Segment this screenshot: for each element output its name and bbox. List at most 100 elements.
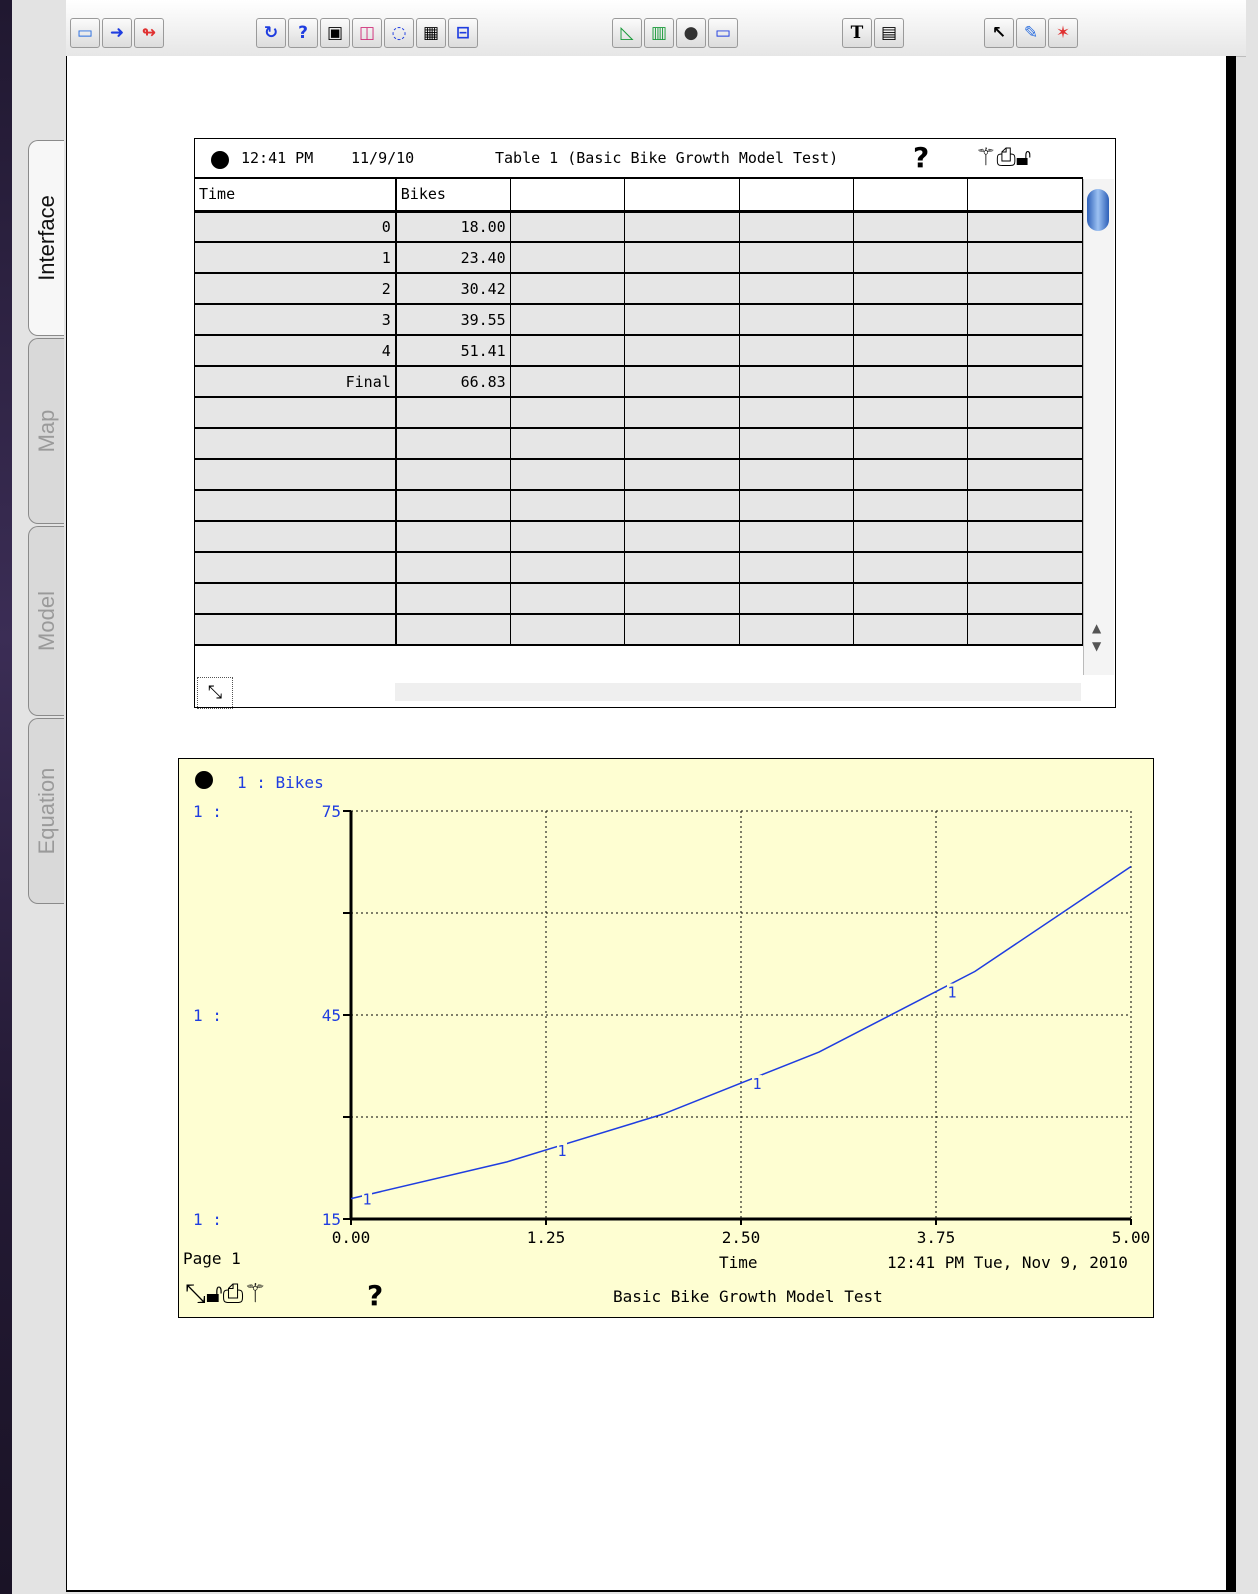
cell-bikes: 30.42 — [395, 273, 511, 305]
table-row[interactable] — [195, 490, 1083, 522]
graph-pad-icon[interactable]: ◫ — [352, 18, 382, 48]
cell-empty — [967, 335, 1083, 367]
printer-icon[interactable]: ⎙ — [996, 143, 1016, 171]
decision-arrow-icon[interactable]: ↬ — [134, 18, 164, 48]
flow-arrow-icon[interactable]: ➜ — [102, 18, 132, 48]
graph-magic-wand-icon[interactable]: ⚚ — [243, 1279, 267, 1309]
cell-bikes — [395, 614, 511, 646]
cell-empty — [510, 521, 626, 553]
graph-window[interactable]: 0.00 1.25 2.50 3.75 5.00 75 1 : 45 1 : 15 1 : 1 1 1 1 … — [178, 758, 1154, 1318]
horizontal-scrollbar[interactable] — [395, 683, 1081, 701]
graph-timestamp: 12:41 PM Tue, Nov 9, 2010 — [887, 1253, 1128, 1272]
table-row[interactable] — [195, 583, 1083, 615]
cell-empty — [967, 366, 1083, 398]
pointer-icon[interactable]: ↖ — [984, 18, 1014, 48]
cell-empty — [853, 242, 969, 274]
column-header-time: Time — [195, 179, 397, 213]
graph-resize-icon[interactable]: ⤡ — [185, 1279, 206, 1309]
globe-icon[interactable] — [211, 151, 229, 169]
help-icon[interactable]: ? — [288, 18, 318, 48]
table-row[interactable] — [195, 521, 1083, 553]
numeric-display-icon[interactable]: ▥ — [644, 18, 674, 48]
table-row[interactable]: 0 18.00 — [195, 211, 1083, 243]
dynamite-icon[interactable]: ✶ — [1048, 18, 1078, 48]
cell-empty — [967, 304, 1083, 336]
table-header-bar: 12:41 PM 11/9/10 Table 1 (Basic Bike Gro… — [195, 139, 1083, 179]
table-row[interactable]: 3 39.55 — [195, 304, 1083, 336]
table-row[interactable] — [195, 459, 1083, 491]
cell-empty — [739, 614, 855, 646]
unlock-icon[interactable]: 🔓︎ — [1015, 143, 1032, 171]
cell-empty — [739, 428, 855, 460]
cell-empty — [967, 242, 1083, 274]
button-icon[interactable]: ▭ — [708, 18, 738, 48]
text-icon[interactable]: T — [842, 18, 872, 48]
cell-empty — [967, 273, 1083, 305]
cell-empty — [853, 428, 969, 460]
table-row[interactable]: Final 66.83 — [195, 366, 1083, 398]
tab-model-label: Model — [33, 591, 59, 651]
scroll-thumb[interactable] — [1087, 189, 1109, 231]
resize-icon[interactable]: ⤡ — [197, 677, 233, 709]
series-marker-bg — [557, 1141, 567, 1158]
line-graph-icon[interactable]: ◺ — [612, 18, 642, 48]
sector-icon[interactable]: ● — [676, 18, 706, 48]
cell-time — [195, 614, 397, 646]
column-header-empty — [967, 179, 1083, 213]
cell-time — [195, 521, 397, 553]
cell-empty — [739, 521, 855, 553]
picture-icon[interactable]: ▤ — [874, 18, 904, 48]
graph-printer-icon[interactable]: ⎙ — [222, 1279, 244, 1309]
y-axis-series-label: 1 : — [193, 1006, 222, 1025]
cell-empty — [853, 211, 969, 243]
loop-icon[interactable]: ↻ — [256, 18, 286, 48]
cell-empty — [739, 366, 855, 398]
cell-empty — [967, 211, 1083, 243]
tab-model[interactable]: Model — [28, 526, 64, 716]
series-marker-bg — [752, 1075, 762, 1092]
knob-icon[interactable]: ◌ — [384, 18, 414, 48]
y-axis-series-label: 1 : — [193, 1210, 222, 1229]
tab-map[interactable]: Map — [28, 338, 64, 524]
cell-empty — [624, 428, 740, 460]
graph-help-icon[interactable]: ? — [367, 1279, 384, 1312]
cell-empty — [510, 397, 626, 429]
table-row[interactable] — [195, 614, 1083, 646]
tab-interface[interactable]: Interface — [28, 140, 64, 336]
slider-icon[interactable]: ⊟ — [448, 18, 478, 48]
cell-empty — [624, 397, 740, 429]
table-window[interactable]: 12:41 PM 11/9/10 Table 1 (Basic Bike Gro… — [194, 138, 1116, 709]
scroll-arrows[interactable]: ▲ ▼ — [1092, 621, 1102, 653]
table-header-row: Time Bikes — [195, 179, 1083, 213]
series-marker-bg — [947, 983, 957, 1000]
table-scrollbar[interactable]: ▲ ▼ — [1083, 179, 1114, 675]
table-row[interactable] — [195, 552, 1083, 584]
tab-equation[interactable]: Equation — [28, 718, 64, 904]
table-row[interactable]: 4 51.41 — [195, 335, 1083, 367]
paintbrush-icon[interactable]: ✎ — [1016, 18, 1046, 48]
graph-globe-icon[interactable] — [195, 771, 213, 789]
toolbar-group-tools: ↖ ✎ ✶ — [984, 18, 1078, 50]
cell-empty — [510, 366, 626, 398]
table-help-icon[interactable]: ? — [913, 141, 930, 174]
table-row[interactable]: 2 30.42 — [195, 273, 1083, 305]
cell-empty — [967, 459, 1083, 491]
y-tick-label: 15 — [322, 1210, 341, 1229]
magic-wand-icon[interactable]: ⚚ — [975, 143, 997, 171]
table-icon[interactable]: ▦ — [416, 18, 446, 48]
table-row[interactable]: 1 23.40 — [195, 242, 1083, 274]
data-table: Time Bikes 0 18.00 1 23.40 2 30.42 3 39.55 4 51.41 F… — [195, 179, 1083, 646]
switch-icon[interactable]: ▣ — [320, 18, 350, 48]
cell-empty — [510, 552, 626, 584]
cell-bikes — [395, 521, 511, 553]
table-row[interactable] — [195, 428, 1083, 460]
graph-unlock-icon[interactable]: 🔓︎ — [205, 1279, 223, 1309]
table-row[interactable] — [195, 397, 1083, 429]
toolbar-group-annotation: T ▤ — [842, 18, 904, 50]
graph-tool-icons: ⤡🔓︎⎙⚚ — [185, 1279, 267, 1310]
cell-empty — [967, 552, 1083, 584]
cell-empty — [967, 428, 1083, 460]
cell-bikes: 51.41 — [395, 335, 511, 367]
window-icon[interactable]: ▭ — [70, 18, 100, 48]
cell-empty — [510, 614, 626, 646]
